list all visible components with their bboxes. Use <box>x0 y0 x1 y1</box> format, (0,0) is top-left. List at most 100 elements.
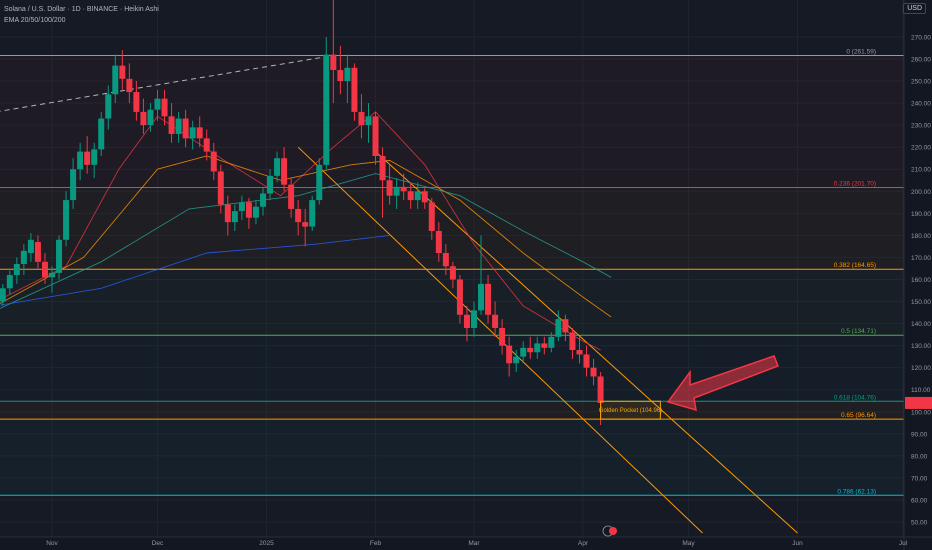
candle[interactable] <box>126 63 133 104</box>
candle[interactable] <box>49 266 55 293</box>
candle[interactable] <box>6 270 13 295</box>
golden-pocket-box[interactable] <box>600 400 661 420</box>
candle[interactable] <box>133 81 140 121</box>
candle[interactable] <box>485 275 492 324</box>
candle[interactable] <box>562 314 569 342</box>
candle[interactable] <box>182 109 189 148</box>
time-axis[interactable] <box>0 537 932 550</box>
candle[interactable] <box>520 341 527 364</box>
candle[interactable] <box>154 89 161 121</box>
candle[interactable] <box>27 233 34 262</box>
candle[interactable] <box>267 169 274 201</box>
candle[interactable] <box>203 129 210 161</box>
candle[interactable] <box>449 261 456 289</box>
candle[interactable] <box>259 186 266 216</box>
candle[interactable] <box>98 111 105 157</box>
ema-line[interactable] <box>0 173 612 311</box>
candle[interactable] <box>105 85 112 130</box>
candle[interactable] <box>463 305 470 342</box>
candle[interactable] <box>323 36 330 170</box>
candle[interactable] <box>534 336 541 359</box>
candle[interactable] <box>217 164 224 214</box>
candle[interactable] <box>435 222 442 262</box>
candle-body <box>231 211 238 223</box>
indicator-line[interactable]: EMA 20/50/100/200 <box>4 17 66 24</box>
candle[interactable] <box>231 204 238 231</box>
candle[interactable] <box>379 147 386 218</box>
currency-badge[interactable]: USD <box>903 3 926 14</box>
ema-line[interactable] <box>0 111 601 351</box>
candle[interactable] <box>456 275 463 324</box>
candle[interactable] <box>365 103 372 143</box>
candle[interactable] <box>351 63 358 121</box>
candle[interactable] <box>140 98 147 134</box>
candle[interactable] <box>20 244 27 276</box>
candle[interactable] <box>210 142 217 181</box>
candle[interactable] <box>252 200 259 225</box>
candle[interactable] <box>56 235 63 280</box>
candle[interactable] <box>161 89 168 126</box>
candle[interactable] <box>442 244 449 276</box>
candle[interactable] <box>414 182 421 209</box>
candle[interactable] <box>196 116 203 148</box>
candle[interactable] <box>506 336 513 377</box>
candle[interactable] <box>576 336 583 364</box>
candle[interactable] <box>34 235 41 269</box>
candle[interactable] <box>147 103 154 132</box>
candle[interactable] <box>478 235 485 315</box>
candle[interactable] <box>492 301 499 337</box>
candle[interactable] <box>295 200 302 236</box>
candle[interactable] <box>337 45 344 95</box>
candle[interactable] <box>330 0 337 104</box>
trendline[interactable] <box>375 151 798 534</box>
candle[interactable] <box>13 257 20 284</box>
candle[interactable] <box>70 158 77 209</box>
candle[interactable] <box>84 136 91 174</box>
candle[interactable] <box>309 195 316 231</box>
price-axis[interactable] <box>904 0 932 550</box>
candle[interactable] <box>569 327 576 359</box>
trendline[interactable] <box>0 55 334 112</box>
candle[interactable] <box>316 158 323 205</box>
candle[interactable] <box>77 142 84 181</box>
candle[interactable] <box>238 195 245 220</box>
candle[interactable] <box>499 319 506 355</box>
candle[interactable] <box>119 50 126 90</box>
candle[interactable] <box>281 147 288 192</box>
candle[interactable] <box>527 336 534 359</box>
candle[interactable] <box>358 94 365 139</box>
candle[interactable] <box>407 182 414 209</box>
candle[interactable] <box>112 54 119 104</box>
candle[interactable] <box>513 350 520 373</box>
candle[interactable] <box>555 310 562 342</box>
candle[interactable] <box>583 345 590 377</box>
candle[interactable] <box>470 301 477 337</box>
bottom-icon[interactable] <box>602 525 617 537</box>
candle[interactable] <box>274 151 281 183</box>
candle[interactable] <box>386 164 393 205</box>
candle[interactable] <box>428 197 435 240</box>
candle[interactable] <box>541 336 548 355</box>
candle[interactable] <box>393 178 400 209</box>
candle[interactable] <box>302 208 309 247</box>
candle[interactable] <box>400 173 407 201</box>
candle[interactable] <box>224 195 231 236</box>
candle[interactable] <box>421 186 428 209</box>
candle[interactable] <box>372 111 379 165</box>
candle[interactable] <box>41 253 48 284</box>
candle[interactable] <box>288 178 295 218</box>
candle[interactable] <box>245 197 252 229</box>
candle[interactable] <box>548 332 555 353</box>
candle[interactable] <box>63 191 70 247</box>
symbol-line[interactable]: Solana / U.S. Dollar · 1D · BINANCE · He… <box>4 6 159 13</box>
candle[interactable] <box>175 111 182 143</box>
candle[interactable] <box>168 103 175 143</box>
ema-line[interactable] <box>0 234 390 306</box>
candle[interactable] <box>0 283 6 306</box>
candle[interactable] <box>189 120 196 150</box>
candle[interactable] <box>590 358 597 386</box>
candle[interactable] <box>91 142 98 179</box>
ema-line[interactable] <box>0 155 612 318</box>
candle[interactable] <box>344 54 351 104</box>
